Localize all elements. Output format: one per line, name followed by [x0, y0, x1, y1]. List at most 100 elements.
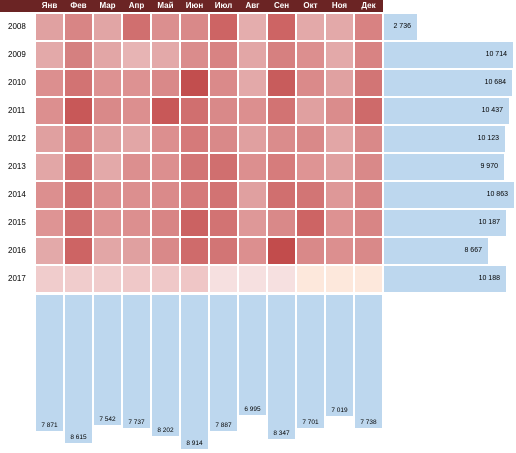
heatmap-cell[interactable] [210, 42, 237, 68]
heatmap-cell[interactable] [326, 70, 353, 96]
heatmap-cell[interactable] [239, 70, 266, 96]
heatmap-cell[interactable] [36, 210, 63, 236]
heatmap-cell[interactable] [36, 154, 63, 180]
heatmap-cell[interactable] [355, 98, 382, 124]
heatmap-cell[interactable] [297, 238, 324, 264]
heatmap-cell[interactable] [123, 238, 150, 264]
heatmap-cell[interactable] [297, 210, 324, 236]
heatmap-cell[interactable] [210, 126, 237, 152]
heatmap-cell[interactable] [268, 98, 295, 124]
heatmap-cell[interactable] [94, 210, 121, 236]
heatmap-cell[interactable] [152, 154, 179, 180]
heatmap-cell[interactable] [239, 14, 266, 40]
heatmap-cell[interactable] [355, 42, 382, 68]
heatmap-cell[interactable] [65, 154, 92, 180]
heatmap-cell[interactable] [355, 126, 382, 152]
heatmap-cell[interactable] [181, 238, 208, 264]
heatmap-cell[interactable] [65, 14, 92, 40]
heatmap-cell[interactable] [326, 154, 353, 180]
heatmap-cell[interactable] [268, 126, 295, 152]
heatmap-cell[interactable] [94, 42, 121, 68]
heatmap-cell[interactable] [123, 70, 150, 96]
heatmap-cell[interactable] [123, 42, 150, 68]
heatmap-cell[interactable] [297, 42, 324, 68]
heatmap-cell[interactable] [239, 98, 266, 124]
heatmap-cell[interactable] [210, 98, 237, 124]
heatmap-cell[interactable] [355, 154, 382, 180]
heatmap-cell[interactable] [268, 42, 295, 68]
heatmap-cell[interactable] [65, 70, 92, 96]
heatmap-cell[interactable] [65, 238, 92, 264]
heatmap-cell[interactable] [152, 98, 179, 124]
heatmap-cell[interactable] [326, 126, 353, 152]
heatmap-cell[interactable] [210, 238, 237, 264]
heatmap-cell[interactable] [239, 210, 266, 236]
heatmap-cell[interactable] [36, 42, 63, 68]
heatmap-cell[interactable] [297, 154, 324, 180]
heatmap-cell[interactable] [152, 182, 179, 208]
heatmap-cell[interactable] [239, 266, 266, 292]
heatmap-cell[interactable] [210, 266, 237, 292]
heatmap-cell[interactable] [65, 98, 92, 124]
heatmap-cell[interactable] [94, 182, 121, 208]
heatmap-cell[interactable] [297, 14, 324, 40]
heatmap-cell[interactable] [181, 70, 208, 96]
heatmap-cell[interactable] [94, 14, 121, 40]
heatmap-cell[interactable] [210, 182, 237, 208]
heatmap-cell[interactable] [181, 266, 208, 292]
heatmap-cell[interactable] [268, 70, 295, 96]
heatmap-cell[interactable] [326, 210, 353, 236]
heatmap-cell[interactable] [239, 126, 266, 152]
heatmap-cell[interactable] [268, 266, 295, 292]
heatmap-cell[interactable] [65, 266, 92, 292]
heatmap-cell[interactable] [181, 182, 208, 208]
heatmap-cell[interactable] [297, 266, 324, 292]
heatmap-cell[interactable] [94, 154, 121, 180]
heatmap-cell[interactable] [181, 210, 208, 236]
heatmap-cell[interactable] [181, 154, 208, 180]
heatmap-cell[interactable] [355, 238, 382, 264]
heatmap-cell[interactable] [94, 238, 121, 264]
heatmap-cell[interactable] [326, 266, 353, 292]
heatmap-cell[interactable] [326, 238, 353, 264]
heatmap-cell[interactable] [36, 238, 63, 264]
heatmap-cell[interactable] [152, 14, 179, 40]
heatmap-cell[interactable] [181, 42, 208, 68]
heatmap-cell[interactable] [65, 42, 92, 68]
heatmap-cell[interactable] [326, 14, 353, 40]
heatmap-cell[interactable] [123, 266, 150, 292]
heatmap-cell[interactable] [326, 42, 353, 68]
heatmap-cell[interactable] [152, 42, 179, 68]
heatmap-cell[interactable] [152, 70, 179, 96]
heatmap-cell[interactable] [297, 182, 324, 208]
heatmap-cell[interactable] [355, 70, 382, 96]
heatmap-cell[interactable] [94, 70, 121, 96]
heatmap-cell[interactable] [355, 182, 382, 208]
heatmap-cell[interactable] [181, 14, 208, 40]
heatmap-cell[interactable] [65, 210, 92, 236]
heatmap-cell[interactable] [94, 98, 121, 124]
heatmap-cell[interactable] [152, 126, 179, 152]
heatmap-cell[interactable] [268, 154, 295, 180]
heatmap-cell[interactable] [355, 14, 382, 40]
heatmap-cell[interactable] [355, 266, 382, 292]
heatmap-cell[interactable] [268, 182, 295, 208]
heatmap-cell[interactable] [268, 238, 295, 264]
heatmap-cell[interactable] [36, 182, 63, 208]
heatmap-cell[interactable] [65, 126, 92, 152]
heatmap-cell[interactable] [239, 154, 266, 180]
heatmap-cell[interactable] [94, 266, 121, 292]
heatmap-cell[interactable] [152, 266, 179, 292]
heatmap-cell[interactable] [326, 98, 353, 124]
heatmap-cell[interactable] [152, 238, 179, 264]
heatmap-cell[interactable] [123, 98, 150, 124]
heatmap-cell[interactable] [123, 210, 150, 236]
heatmap-cell[interactable] [65, 182, 92, 208]
heatmap-cell[interactable] [355, 210, 382, 236]
heatmap-cell[interactable] [297, 70, 324, 96]
heatmap-cell[interactable] [239, 238, 266, 264]
heatmap-cell[interactable] [210, 154, 237, 180]
heatmap-cell[interactable] [181, 98, 208, 124]
heatmap-cell[interactable] [123, 14, 150, 40]
heatmap-cell[interactable] [123, 154, 150, 180]
